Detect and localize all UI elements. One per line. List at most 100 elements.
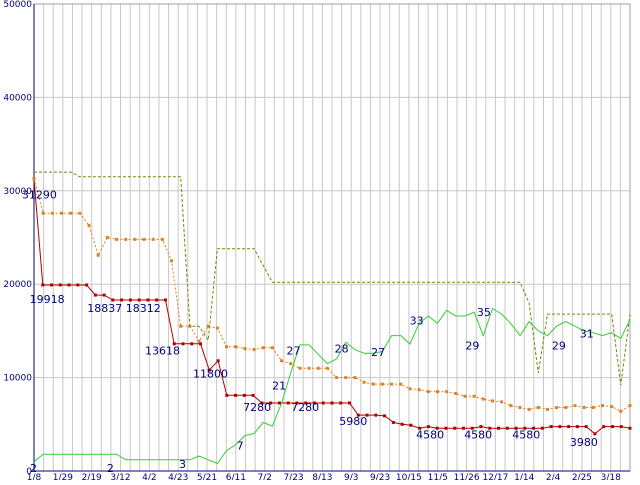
series-point — [619, 409, 623, 413]
series-point — [242, 393, 246, 397]
series-point — [172, 342, 176, 346]
data-label: 4580 — [464, 428, 492, 441]
series-line-3 — [34, 171, 631, 386]
x-tick-label: 7/23 — [283, 473, 303, 480]
series-point — [111, 298, 115, 302]
series-point — [269, 401, 273, 405]
series-point — [295, 401, 299, 405]
series-point — [549, 425, 553, 429]
series-point — [353, 376, 357, 380]
series-point — [207, 368, 211, 372]
data-label: 5980 — [339, 415, 367, 428]
data-label: 29 — [465, 340, 479, 353]
series-point — [582, 405, 586, 409]
series-point — [591, 405, 595, 409]
data-label: 18312 — [126, 302, 161, 315]
series-point — [472, 394, 476, 398]
x-tick-label: 5/21 — [197, 473, 217, 480]
series-point — [518, 405, 522, 409]
series-point — [252, 348, 256, 352]
series-point — [304, 401, 308, 405]
series-point — [277, 401, 281, 405]
data-label: 29 — [552, 340, 566, 353]
data-label: 33 — [410, 314, 424, 327]
series-point — [584, 425, 588, 429]
x-tick-label: 11/26 — [454, 473, 480, 480]
data-label: 7280 — [291, 401, 319, 414]
series-point — [371, 382, 375, 386]
data-label: 2 — [30, 462, 37, 475]
series-point — [602, 425, 606, 429]
series-point — [216, 359, 220, 363]
data-label: 7280 — [243, 401, 271, 414]
series-point — [234, 345, 238, 349]
x-tick-label: 8/13 — [312, 473, 332, 480]
x-tick-label: 9/23 — [370, 473, 390, 480]
data-label: 2 — [107, 462, 114, 475]
x-tick-label: 2/4 — [546, 473, 561, 480]
series-point — [163, 298, 167, 302]
series-point — [426, 390, 430, 394]
series-point — [527, 407, 531, 411]
series-point — [181, 342, 185, 346]
series-layer — [32, 171, 632, 465]
series-point — [536, 405, 540, 409]
x-tick-label: 12/17 — [482, 473, 508, 480]
series-point — [479, 425, 483, 429]
series-point — [115, 237, 119, 241]
series-point — [190, 342, 194, 346]
series-point — [199, 342, 203, 346]
series-point — [179, 324, 183, 328]
y-tick-label: 20000 — [3, 280, 32, 290]
x-tick-label: 3/18 — [601, 473, 621, 480]
x-tick-label: 4/23 — [168, 473, 188, 480]
series-point — [532, 426, 536, 430]
series-point — [400, 422, 404, 426]
series-point — [307, 366, 311, 370]
data-label: 31290 — [22, 188, 57, 201]
data-label: 4580 — [512, 428, 540, 441]
series-point — [197, 339, 201, 343]
series-point — [206, 324, 210, 328]
series-point — [390, 382, 394, 386]
series-point — [58, 283, 62, 287]
series-point — [555, 405, 559, 409]
series-point — [573, 404, 577, 408]
x-tick-label: 4/2 — [142, 473, 156, 480]
data-label: 27 — [287, 344, 301, 357]
y-tick-label: 50000 — [3, 0, 32, 10]
series-point — [234, 393, 238, 397]
series-point — [105, 236, 109, 239]
data-label: 7 — [237, 440, 244, 453]
x-tick-label: 6/11 — [226, 473, 246, 480]
axis-layer: 0 10000 20000 30000 40000 50000 1/8 1/29 2/19 3/1… — [3, 0, 630, 483]
series-point — [481, 397, 485, 401]
series-point — [286, 401, 290, 405]
series-point — [128, 298, 132, 302]
series-point — [225, 393, 229, 397]
series-point — [50, 283, 54, 287]
series-point — [444, 426, 448, 430]
series-point — [60, 211, 64, 215]
series-point — [321, 401, 325, 405]
data-label: 3980 — [570, 436, 598, 449]
series-point — [69, 211, 73, 215]
data-label: 3 — [179, 458, 186, 471]
series-point — [600, 404, 604, 408]
series-point — [330, 401, 334, 405]
data-label: 11800 — [193, 368, 228, 381]
series-point — [124, 237, 128, 241]
series-point — [453, 426, 457, 430]
series-point — [575, 425, 579, 429]
data-label: 18837 — [87, 302, 122, 315]
x-tick-label: 10/15 — [396, 473, 422, 480]
series-point — [260, 401, 264, 405]
x-tick-label: 1/29 — [53, 473, 73, 480]
series-point — [445, 390, 449, 394]
series-point — [339, 401, 343, 405]
series-point — [435, 426, 439, 430]
x-tick-label: 1/14 — [514, 473, 534, 480]
